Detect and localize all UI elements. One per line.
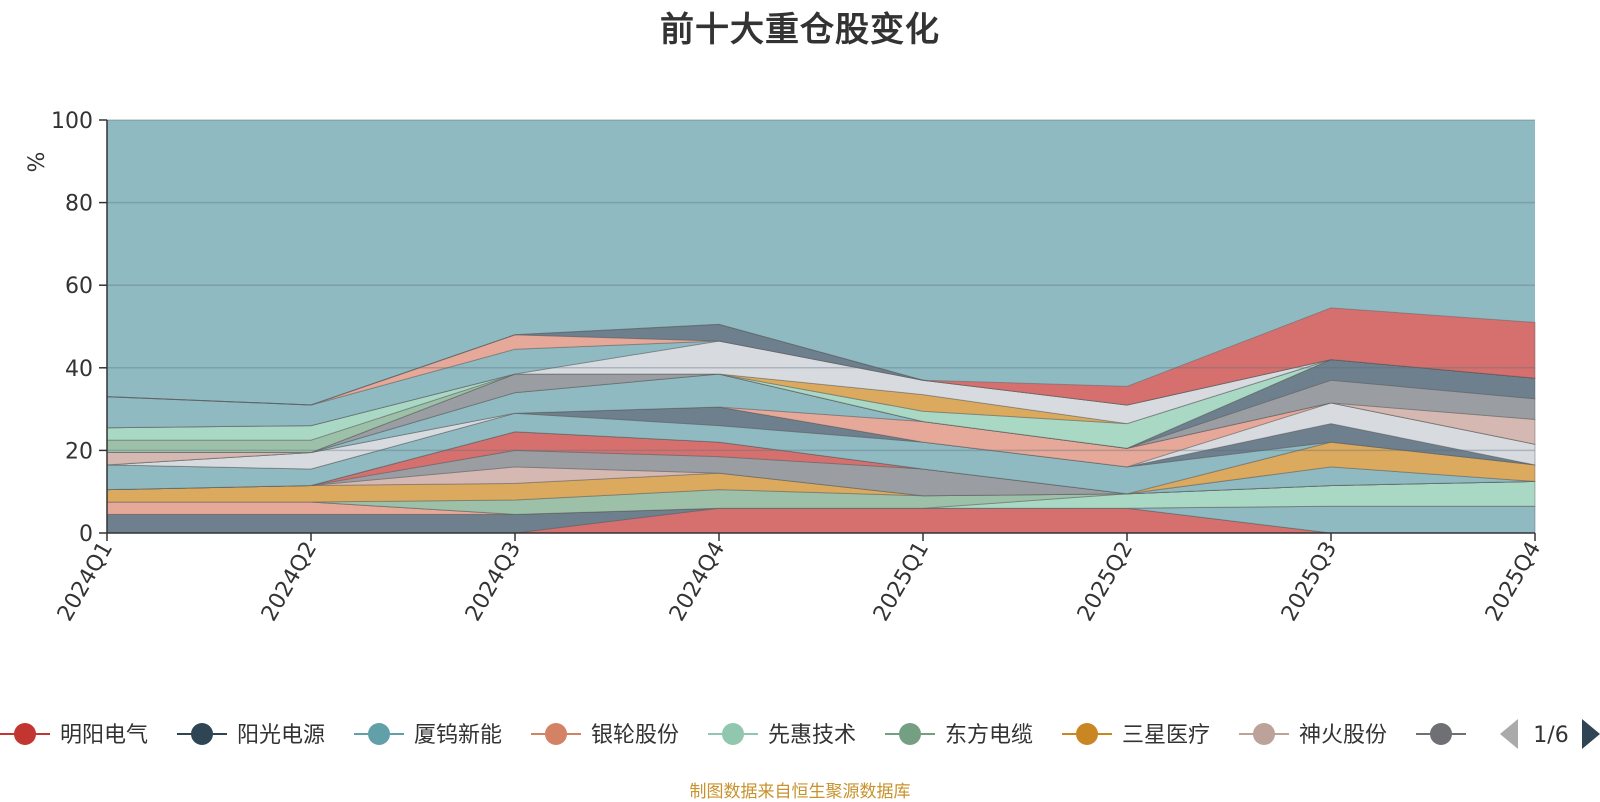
legend-circle-icon — [1253, 723, 1275, 745]
legend-item[interactable]: 神火股份 — [1239, 723, 1387, 748]
legend-item[interactable]: 三星医疗 — [1062, 723, 1210, 748]
area-series-18 — [106, 373, 1536, 466]
legend-pager: 1/6 — [1500, 719, 1600, 749]
x-tick-label: 2024Q2 — [257, 538, 322, 626]
legend: 明阳电气 阳光电源 厦钨新能 银轮股份 先惠技术 东方电缆 三星医疗 神火股份 — [0, 723, 1466, 748]
y-tick-label: 60 — [65, 274, 93, 299]
legend-label: 明阳电气 — [60, 723, 148, 748]
x-tick-label: 2024Q3 — [461, 538, 526, 626]
y-tick-label: 0 — [79, 522, 93, 547]
legend-item[interactable]: 厦钨新能 — [354, 723, 502, 748]
legend-item[interactable]: 银轮股份 — [531, 723, 679, 748]
legend-label: 三星医疗 — [1122, 723, 1210, 748]
y-tick-label: 80 — [65, 192, 93, 217]
legend-label: 银轮股份 — [591, 723, 679, 748]
legend-circle-icon — [722, 723, 744, 745]
legend-label: 神火股份 — [1299, 723, 1387, 748]
legend-prev-arrow-icon[interactable] — [1500, 719, 1518, 749]
legend-page-indicator: 1/6 — [1533, 723, 1568, 748]
legend-item[interactable]: 先惠技术 — [708, 723, 856, 748]
legend-circle-icon — [899, 723, 921, 745]
legend-next-arrow-icon[interactable] — [1582, 719, 1600, 749]
x-tick-label: 2025Q3 — [1277, 538, 1342, 626]
area-series — [106, 120, 1536, 534]
legend-circle-icon — [1076, 723, 1098, 745]
x-tick-label: 2025Q4 — [1481, 538, 1546, 626]
area-series-29 — [106, 307, 1536, 406]
x-tick-label: 2024Q1 — [53, 538, 118, 626]
area-series-12 — [106, 431, 1536, 495]
legend-item[interactable] — [1416, 723, 1466, 745]
legend-circle-icon — [545, 723, 567, 745]
chart-title: 前十大重仓股变化 — [660, 10, 940, 50]
legend-circle-icon — [1430, 723, 1452, 745]
x-tick-label: 2025Q2 — [1073, 538, 1138, 626]
legend-item[interactable]: 东方电缆 — [885, 723, 1033, 748]
legend-circle-icon — [191, 723, 213, 745]
legend-label: 阳光电源 — [237, 723, 325, 748]
legend-label: 先惠技术 — [768, 723, 856, 748]
legend-label: 厦钨新能 — [414, 723, 502, 748]
legend-label: 东方电缆 — [945, 723, 1033, 748]
legend-item[interactable]: 阳光电源 — [177, 723, 325, 748]
x-tick-label: 2025Q1 — [869, 538, 934, 626]
y-tick-label: 100 — [51, 109, 93, 134]
legend-item[interactable]: 明阳电气 — [0, 723, 148, 748]
y-tick-label: 20 — [65, 439, 93, 464]
legend-circle-icon — [368, 723, 390, 745]
data-source-note: 制图数据来自恒生聚源数据库 — [689, 782, 911, 802]
y-tick-label: 40 — [65, 357, 93, 382]
legend-circle-icon — [14, 723, 36, 745]
x-tick-label: 2024Q4 — [665, 538, 730, 626]
y-axis-unit-label: % — [25, 152, 50, 173]
